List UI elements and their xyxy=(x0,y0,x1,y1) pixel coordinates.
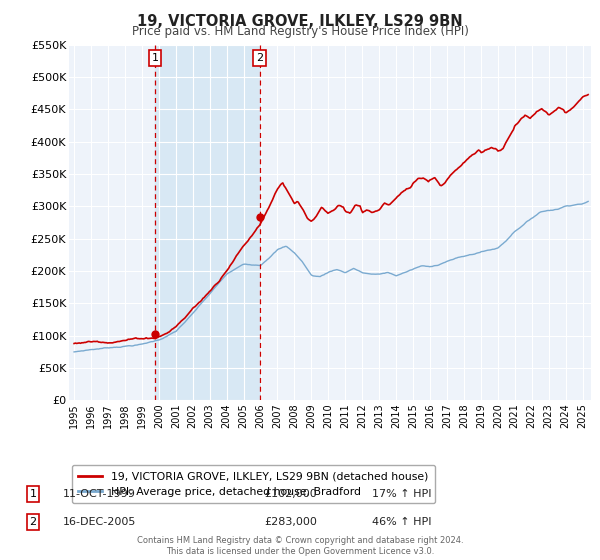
Text: 1: 1 xyxy=(152,53,158,63)
Text: 1: 1 xyxy=(29,489,37,499)
Bar xyxy=(155,45,260,400)
Text: 17% ↑ HPI: 17% ↑ HPI xyxy=(372,489,431,499)
Text: £283,000: £283,000 xyxy=(264,517,317,527)
Text: Contains HM Land Registry data © Crown copyright and database right 2024.
This d: Contains HM Land Registry data © Crown c… xyxy=(137,536,463,556)
Text: 46% ↑ HPI: 46% ↑ HPI xyxy=(372,517,431,527)
Text: Price paid vs. HM Land Registry's House Price Index (HPI): Price paid vs. HM Land Registry's House … xyxy=(131,25,469,38)
Text: £102,000: £102,000 xyxy=(264,489,317,499)
Text: 19, VICTORIA GROVE, ILKLEY, LS29 9BN: 19, VICTORIA GROVE, ILKLEY, LS29 9BN xyxy=(137,14,463,29)
Text: 16-DEC-2005: 16-DEC-2005 xyxy=(63,517,136,527)
Text: 2: 2 xyxy=(256,53,263,63)
Legend: 19, VICTORIA GROVE, ILKLEY, LS29 9BN (detached house), HPI: Average price, detac: 19, VICTORIA GROVE, ILKLEY, LS29 9BN (de… xyxy=(72,465,434,503)
Text: 2: 2 xyxy=(29,517,37,527)
Text: 11-OCT-1999: 11-OCT-1999 xyxy=(63,489,136,499)
